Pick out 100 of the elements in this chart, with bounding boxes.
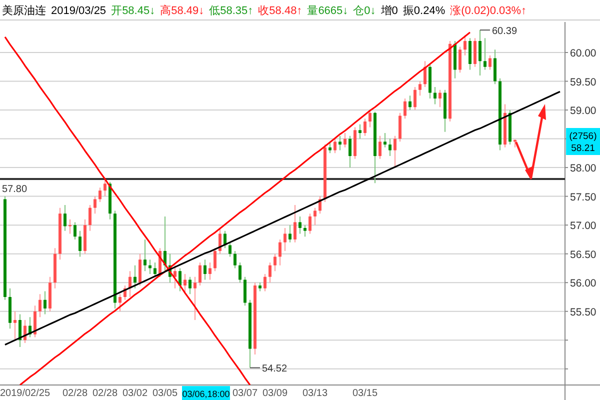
- text: 2019/03/25: [51, 5, 106, 17]
- candlestick: [404, 98, 406, 120]
- candlestick: [138, 253, 142, 286]
- text: 量6665↓: [307, 5, 348, 17]
- text: 03/06,18:00: [182, 389, 230, 399]
- x-tick-label: 02/28: [62, 388, 88, 399]
- x-tick-label: 03/02: [122, 388, 148, 399]
- x-tick-label: 2019/02/25: [0, 388, 50, 399]
- candlestick: [414, 86, 416, 111]
- candlestick: [478, 30, 482, 76]
- text: 58.21: [571, 143, 595, 154]
- candlestick: [434, 86, 436, 105]
- candlestick: [294, 204, 296, 243]
- y-tick-label: 55.50: [570, 306, 596, 318]
- text: 涨(0.02)0.03%↑: [450, 5, 527, 17]
- candlestick: [418, 80, 422, 96]
- candlestick: [178, 268, 182, 292]
- candlestick: [238, 262, 242, 284]
- x-tick-label: 02/28: [92, 388, 118, 399]
- candlestick: [194, 276, 196, 320]
- line-series: [4, 90, 561, 346]
- candlestick: [328, 141, 332, 154]
- candlestick: [228, 242, 232, 258]
- candlestick: [458, 46, 462, 74]
- candlestick: [364, 118, 366, 136]
- annotation: 54.52: [262, 364, 288, 375]
- candlestick: [64, 204, 66, 232]
- text: (2756): [569, 131, 597, 142]
- candlestick: [98, 187, 102, 203]
- ref-line-label: 57.80: [2, 184, 28, 196]
- text: 振0.24%: [402, 5, 446, 17]
- candlestick: [188, 276, 192, 295]
- text: 开58.45↓: [111, 5, 156, 17]
- candlestick: [234, 250, 236, 269]
- candlestick: [344, 132, 346, 148]
- candlestick: [464, 34, 466, 56]
- candlestick: [358, 124, 362, 140]
- y-tick-label: 57.50: [570, 191, 596, 204]
- candlestick: [264, 273, 266, 292]
- candlestick: [44, 290, 46, 315]
- candlestick: [408, 95, 412, 111]
- y-tick-label: 57.00: [570, 220, 596, 232]
- candlestick: [214, 248, 216, 272]
- x-tick-label: 03/07: [232, 388, 258, 399]
- candlestick: [174, 264, 176, 289]
- candlestick: [154, 262, 156, 278]
- candlestick: [368, 110, 372, 128]
- candlestick: [484, 38, 486, 70]
- chart-title: 美原油连: [2, 4, 46, 17]
- y-tick-label: 59.00: [570, 105, 596, 118]
- y-tick-label: 56.00: [570, 278, 596, 290]
- candlestick: [308, 213, 312, 234]
- x-tick-label: 03/09: [262, 388, 288, 399]
- candlestick: [118, 294, 122, 312]
- candlestick: [378, 135, 382, 160]
- candlestick: [438, 89, 442, 108]
- y-tick-label: 59.50: [570, 76, 596, 88]
- candlestick: [384, 132, 386, 148]
- x-tick-label: 03/13: [302, 388, 328, 399]
- candlestick: [34, 305, 36, 338]
- candlestick: [94, 196, 96, 214]
- y-tick-label: 56.50: [570, 248, 596, 261]
- annotation: 60.39: [492, 26, 518, 38]
- candlestick: [104, 178, 106, 197]
- candlestick: [14, 310, 16, 341]
- candlestick: [334, 138, 336, 154]
- candlestick: [18, 314, 22, 348]
- y-tick-label: 60.00: [570, 47, 596, 60]
- candlestick: [338, 135, 342, 151]
- candlestick: [208, 262, 212, 280]
- candlestick: [398, 112, 402, 142]
- candlestick: [284, 227, 286, 252]
- candlestick: [488, 54, 492, 70]
- text: 低58.35↑: [209, 5, 254, 17]
- candlestick: [278, 238, 282, 266]
- x-tick-label: 03/15: [352, 388, 378, 399]
- text: 增0: [380, 5, 398, 17]
- text: 仓0↓: [353, 5, 376, 17]
- candlestick: [468, 38, 472, 70]
- candlestick: [78, 230, 82, 258]
- candlestick: [74, 222, 76, 240]
- candlestick: [304, 224, 306, 238]
- candlestick: [184, 273, 186, 295]
- candlestick: [388, 138, 392, 157]
- candlestick: [144, 238, 146, 272]
- candlestick: [274, 253, 276, 272]
- candlestick: [268, 262, 272, 284]
- candlestick: [314, 207, 316, 226]
- candlestick: [244, 276, 246, 306]
- text: 收58.48↑: [258, 5, 302, 17]
- candlestick: [298, 216, 302, 234]
- candlestick: [474, 38, 476, 68]
- candlestick: [394, 135, 396, 168]
- candlestick: [348, 135, 352, 168]
- text: 高58.49↓: [160, 4, 204, 17]
- y-tick-label: 58.00: [570, 162, 596, 175]
- candlestick: [38, 294, 42, 318]
- candlestick: [134, 264, 136, 289]
- candlestick: [494, 49, 496, 85]
- candlestick: [88, 204, 92, 232]
